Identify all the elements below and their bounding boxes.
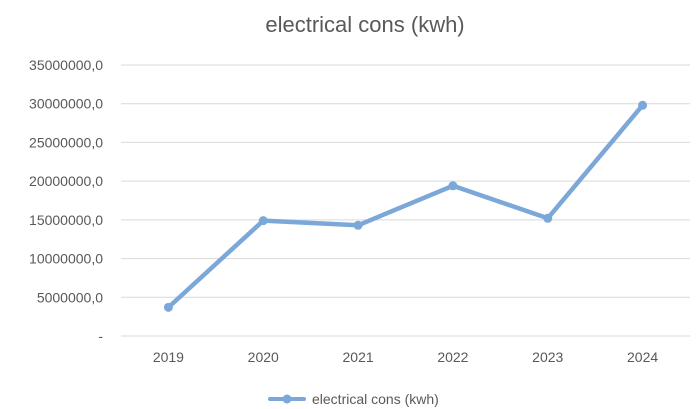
data-point-2022 (448, 181, 458, 191)
legend-marker (282, 394, 292, 404)
x-tick-label-0: 2019 (153, 349, 184, 365)
series-group (163, 100, 648, 312)
y-tick-label-7: 35000000,0 (29, 57, 103, 73)
data-point-2020 (258, 216, 268, 226)
y-axis-tick-labels: - 5000000,0 10000000,0 15000000,0 20000000,0… (29, 57, 103, 344)
data-point-2019 (163, 302, 173, 312)
x-tick-label-5: 2024 (627, 349, 658, 365)
y-tick-label-5: 25000000,0 (29, 134, 103, 150)
data-point-2024 (638, 100, 648, 110)
y-tick-label-1: 5000000,0 (37, 289, 103, 305)
series-line-0 (166, 103, 645, 310)
y-tick-label-2: 10000000,0 (29, 251, 103, 267)
y-tick-label-3: 15000000,0 (29, 212, 103, 228)
legend-label: electrical cons (kwh) (312, 391, 439, 407)
x-tick-label-1: 2020 (248, 349, 279, 365)
gridlines (121, 64, 690, 337)
y-tick-label-6: 30000000,0 (29, 96, 103, 112)
data-point-2023 (543, 213, 553, 223)
x-tick-label-3: 2022 (437, 349, 468, 365)
legend: electrical cons (kwh) (268, 391, 439, 407)
y-tick-label-4: 20000000,0 (29, 173, 103, 189)
x-axis-tick-labels: 2019 2020 2021 2022 2023 2024 (153, 349, 659, 365)
data-point-2021 (353, 220, 363, 230)
x-tick-label-4: 2023 (532, 349, 563, 365)
y-tick-label-0: - (98, 328, 103, 344)
x-tick-label-2: 2021 (343, 349, 374, 365)
chart-title: electrical cons (kwh) (265, 12, 464, 37)
